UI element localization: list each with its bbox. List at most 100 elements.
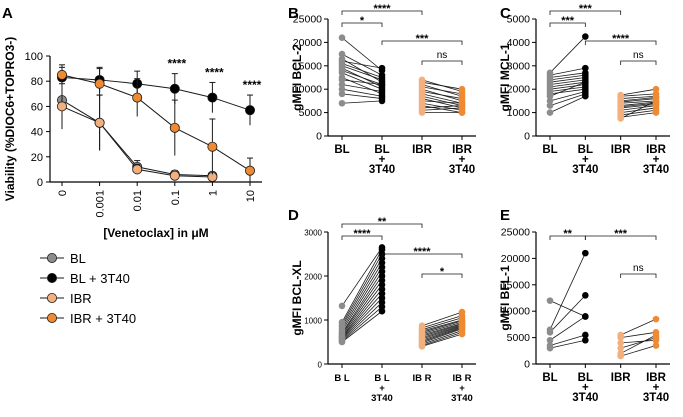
panel-b-y-tick-label: 15000 (293, 60, 322, 72)
panel-e-y-label: gMFI BFL-1 (498, 265, 512, 331)
panel-a-data-point (94, 78, 105, 89)
panel-d-data-point (378, 307, 386, 315)
panel-c-pair-line (620, 100, 657, 104)
panel-b-bracket-label: ns (437, 50, 448, 61)
panel-b-pair-line (341, 63, 383, 78)
panel-c-letter: C (500, 5, 511, 22)
panel-d-pair-line (421, 333, 463, 347)
panel-d-pair-line (421, 328, 463, 344)
panel-d-y-tick-label: 3000 (304, 229, 322, 238)
panel-b-data-point (338, 90, 346, 98)
panel-c-x-tick-label: + (653, 154, 660, 166)
panel-a-data-point (169, 122, 180, 133)
panel-b-pair-line (341, 70, 383, 85)
panel-e-y-tick-label: 5000 (507, 332, 531, 344)
panel-b-data-point (458, 95, 466, 102)
panel-e-x-tick-label: 3T40 (643, 392, 669, 404)
panel-a-data-point (132, 164, 143, 175)
panel-a-data-point (57, 69, 68, 80)
legend-marker (47, 292, 58, 303)
panel-e-data-point (617, 334, 624, 341)
panel-d-data-point (458, 330, 466, 338)
panel-d-pair-line (341, 306, 383, 342)
panel-c-y-tick-label: 2000 (507, 84, 531, 96)
panel-e-data-point (582, 249, 589, 257)
panel-b-data-point (338, 85, 346, 93)
panel-d-x-tick-label: + (379, 383, 385, 394)
panel-c-bracket (549, 22, 586, 27)
panel-b-data-point (378, 64, 386, 72)
panel-e-y-tick-label: 15000 (501, 279, 530, 291)
panel-d-pair-line (341, 271, 383, 334)
panel-d-data-point (338, 338, 346, 346)
panel-c-pair-line (549, 81, 586, 97)
panel-d-pair-line (341, 302, 383, 341)
panel-c-pair-line (549, 81, 586, 88)
panel-b-data-point (338, 34, 346, 42)
panel-c-pair-line (549, 67, 586, 76)
panel-c-pair-line (549, 88, 586, 95)
panel-b-x-tick-label: BL (374, 144, 389, 156)
panel-e-x-tick-label: IBR (611, 372, 632, 384)
panel-e-data-point (582, 313, 589, 320)
panel-e-pair-line (620, 337, 657, 349)
panel-a-y-tick-label: 100 (25, 51, 43, 63)
legend-marker (47, 312, 58, 323)
panel-e-x-tick-label: + (653, 382, 660, 394)
panel-e-y-tick-label: 0 (524, 359, 530, 371)
panel-d-pair-line (421, 321, 463, 335)
panel-d-pair-line (341, 266, 383, 332)
legend-marker (47, 272, 58, 283)
panel-e-x-tick-label: BL (542, 372, 557, 384)
panel-c-data-point (582, 64, 589, 72)
panel-a-x-tick-label: 10 (245, 190, 257, 202)
panel-c-bracket-label: ns (633, 50, 644, 61)
panel-a-x-label: [Venetoclax] in μM (103, 226, 208, 240)
panel-b-data-point (458, 109, 466, 116)
panel-e-x-tick-label: 3T40 (572, 392, 598, 404)
panel-c-pair-line (620, 112, 657, 118)
panel-e-pair-line (620, 345, 657, 357)
panel-a-data-point (57, 101, 68, 112)
panel-b-bracket-label: * (360, 15, 365, 27)
panel-e-pair-line (549, 252, 586, 330)
panel-c-x-tick-label: BL (542, 144, 557, 156)
panel-e-bracket (584, 235, 657, 240)
panel-d-x-tick-label: 3T40 (371, 393, 393, 404)
panel-d-pair-line (421, 317, 463, 331)
panel-c-pair-line (620, 88, 657, 96)
panel-d-x-tick-label: + (459, 383, 465, 394)
panel-d-bracket-label: **** (413, 246, 431, 258)
panel-b-pair-line (421, 95, 463, 106)
panel-e-letter: E (500, 207, 510, 224)
panel-c-x-tick-label: IBR (611, 144, 632, 156)
panel-c-bracket (584, 40, 657, 45)
panel-d-y-tick-label: 2000 (304, 273, 322, 282)
panel-b-data-point (338, 76, 346, 84)
panel-d-pair-line (421, 323, 463, 336)
panel-d-letter: D (288, 207, 299, 224)
panel-b-data-point (378, 97, 386, 105)
panel-d-pair-line (341, 288, 383, 338)
panel-e-data-point (617, 352, 624, 360)
panel-a: A 0 20 40 60 80 100 0 0.001 0.01 0.1 1 10 Viability (… (2, 5, 262, 326)
panel-c-data-point (546, 97, 554, 105)
panel-b-data-point (418, 109, 426, 116)
panel-b-pair-line (341, 65, 383, 81)
panel-c-pair-line (620, 100, 657, 119)
legend-label: BL (70, 251, 86, 266)
panel-a-x-tick-label: 0.01 (132, 190, 144, 211)
panel-d-pair-line (341, 262, 383, 330)
panel-b-x-tick-label: + (459, 154, 466, 166)
panel-b-x-tick-label: BL (334, 144, 349, 156)
legend-label: IBR (70, 291, 92, 306)
panel-c-pair-line (620, 101, 657, 106)
panel-d-pair-line (341, 310, 383, 343)
panel-c-pair-line (549, 93, 586, 106)
panel-c-y-tick-label: 5000 (507, 14, 531, 26)
panel-c-data-point (546, 109, 554, 116)
panel-a-x-tick-label: 1 (207, 190, 219, 196)
panel-c-bracket-label: *** (561, 15, 575, 27)
panel-e-data-point (617, 344, 624, 352)
